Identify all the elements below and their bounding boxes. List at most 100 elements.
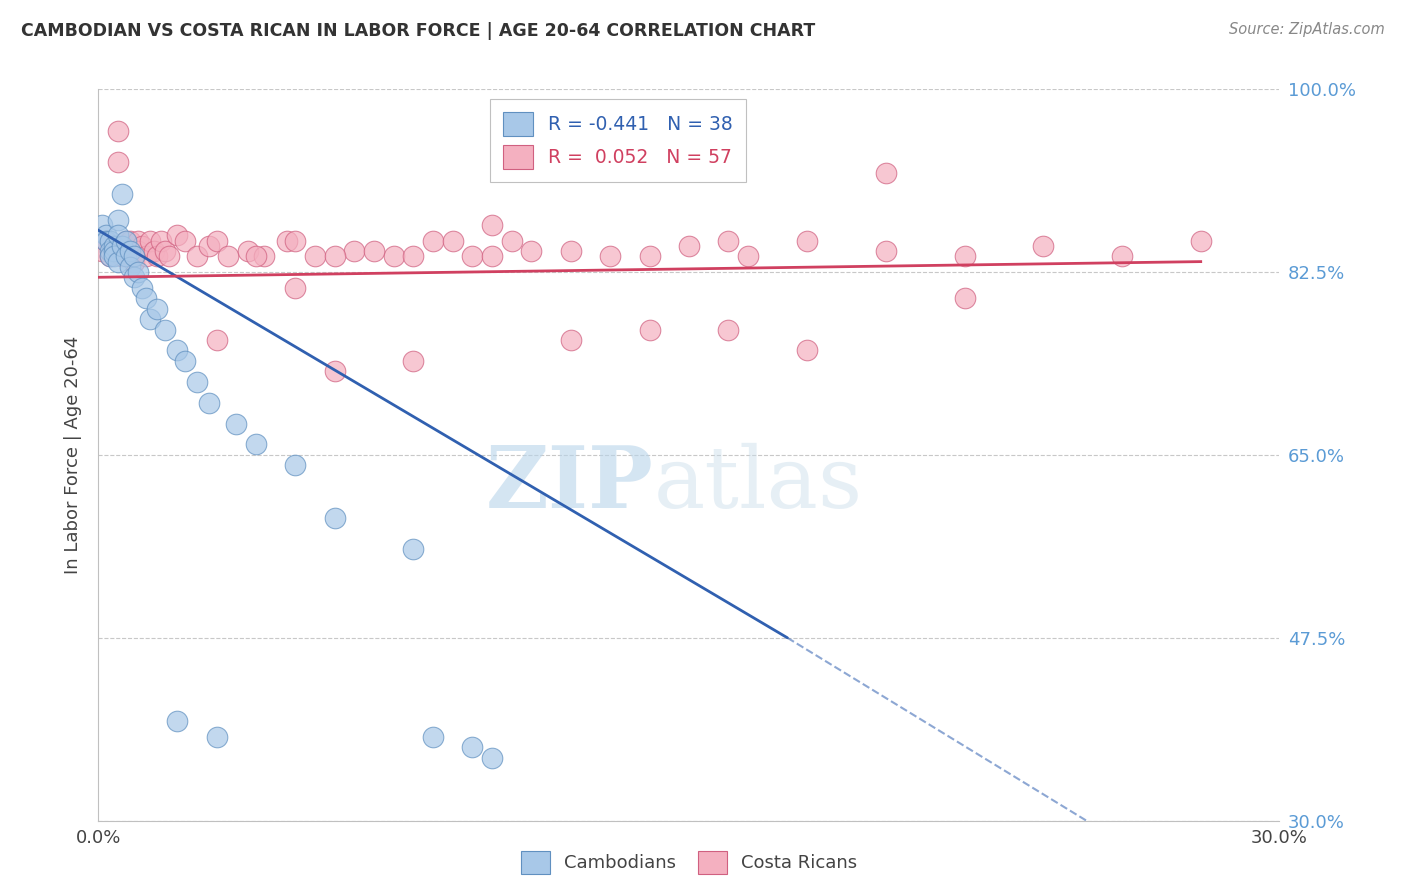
- Point: [276, 234, 298, 248]
- Point: [91, 218, 114, 232]
- Point: [115, 234, 138, 248]
- Point: [402, 249, 425, 263]
- Point: [166, 343, 188, 358]
- Point: [131, 281, 153, 295]
- Point: [98, 249, 121, 263]
- Point: [98, 249, 121, 263]
- Point: [402, 354, 425, 368]
- Point: [131, 239, 153, 253]
- Point: [441, 234, 464, 248]
- Point: [96, 234, 118, 248]
- Point: [103, 249, 125, 263]
- Point: [98, 244, 121, 259]
- Point: [174, 354, 197, 368]
- Point: [245, 249, 267, 263]
- Point: [166, 228, 188, 243]
- Point: [138, 312, 160, 326]
- Point: [796, 343, 818, 358]
- Point: [103, 239, 125, 253]
- Point: [402, 541, 425, 556]
- Point: [138, 234, 160, 248]
- Point: [197, 239, 219, 253]
- Point: [875, 244, 897, 259]
- Point: [91, 244, 114, 259]
- Point: [98, 234, 121, 248]
- Text: atlas: atlas: [654, 442, 863, 525]
- Point: [96, 234, 118, 248]
- Point: [118, 260, 141, 274]
- Point: [343, 244, 366, 259]
- Point: [1032, 239, 1054, 253]
- Point: [717, 322, 740, 336]
- Point: [127, 234, 149, 248]
- Point: [481, 218, 503, 232]
- Point: [284, 281, 307, 295]
- Point: [678, 239, 700, 253]
- Point: [323, 249, 346, 263]
- Point: [217, 249, 239, 263]
- Point: [155, 244, 177, 259]
- Point: [118, 234, 141, 248]
- Point: [205, 234, 228, 248]
- Text: CAMBODIAN VS COSTA RICAN IN LABOR FORCE | AGE 20-64 CORRELATION CHART: CAMBODIAN VS COSTA RICAN IN LABOR FORCE …: [21, 22, 815, 40]
- Point: [461, 740, 484, 755]
- Point: [142, 244, 165, 259]
- Point: [107, 124, 129, 138]
- Point: [520, 244, 543, 259]
- Point: [146, 249, 169, 263]
- Point: [150, 234, 173, 248]
- Point: [875, 166, 897, 180]
- Legend: Cambodians, Costa Ricans: Cambodians, Costa Ricans: [510, 840, 868, 885]
- Point: [107, 155, 129, 169]
- Point: [461, 249, 484, 263]
- Point: [107, 254, 129, 268]
- Point: [501, 234, 523, 248]
- Point: [115, 234, 138, 248]
- Point: [122, 270, 145, 285]
- Point: [638, 249, 661, 263]
- Point: [1111, 249, 1133, 263]
- Point: [560, 244, 582, 259]
- Point: [135, 291, 157, 305]
- Point: [127, 265, 149, 279]
- Point: [284, 234, 307, 248]
- Point: [155, 322, 177, 336]
- Point: [560, 333, 582, 347]
- Point: [953, 291, 976, 305]
- Point: [253, 249, 276, 263]
- Point: [796, 234, 818, 248]
- Point: [599, 249, 621, 263]
- Point: [122, 254, 145, 268]
- Point: [363, 244, 385, 259]
- Point: [118, 249, 141, 263]
- Point: [146, 301, 169, 316]
- Point: [737, 249, 759, 263]
- Point: [166, 714, 188, 729]
- Y-axis label: In Labor Force | Age 20-64: In Labor Force | Age 20-64: [65, 335, 83, 574]
- Point: [111, 186, 134, 201]
- Point: [205, 333, 228, 347]
- Point: [481, 751, 503, 765]
- Point: [323, 364, 346, 378]
- Point: [186, 375, 208, 389]
- Point: [103, 239, 125, 253]
- Point: [1189, 234, 1212, 248]
- Point: [107, 212, 129, 227]
- Point: [118, 244, 141, 259]
- Point: [96, 228, 118, 243]
- Point: [205, 730, 228, 744]
- Point: [122, 249, 145, 263]
- Point: [157, 249, 180, 263]
- Text: Source: ZipAtlas.com: Source: ZipAtlas.com: [1229, 22, 1385, 37]
- Point: [717, 234, 740, 248]
- Point: [186, 249, 208, 263]
- Point: [422, 730, 444, 744]
- Point: [245, 437, 267, 451]
- Point: [304, 249, 326, 263]
- Point: [127, 244, 149, 259]
- Point: [135, 249, 157, 263]
- Point: [174, 234, 197, 248]
- Point: [284, 458, 307, 473]
- Point: [323, 510, 346, 524]
- Point: [638, 322, 661, 336]
